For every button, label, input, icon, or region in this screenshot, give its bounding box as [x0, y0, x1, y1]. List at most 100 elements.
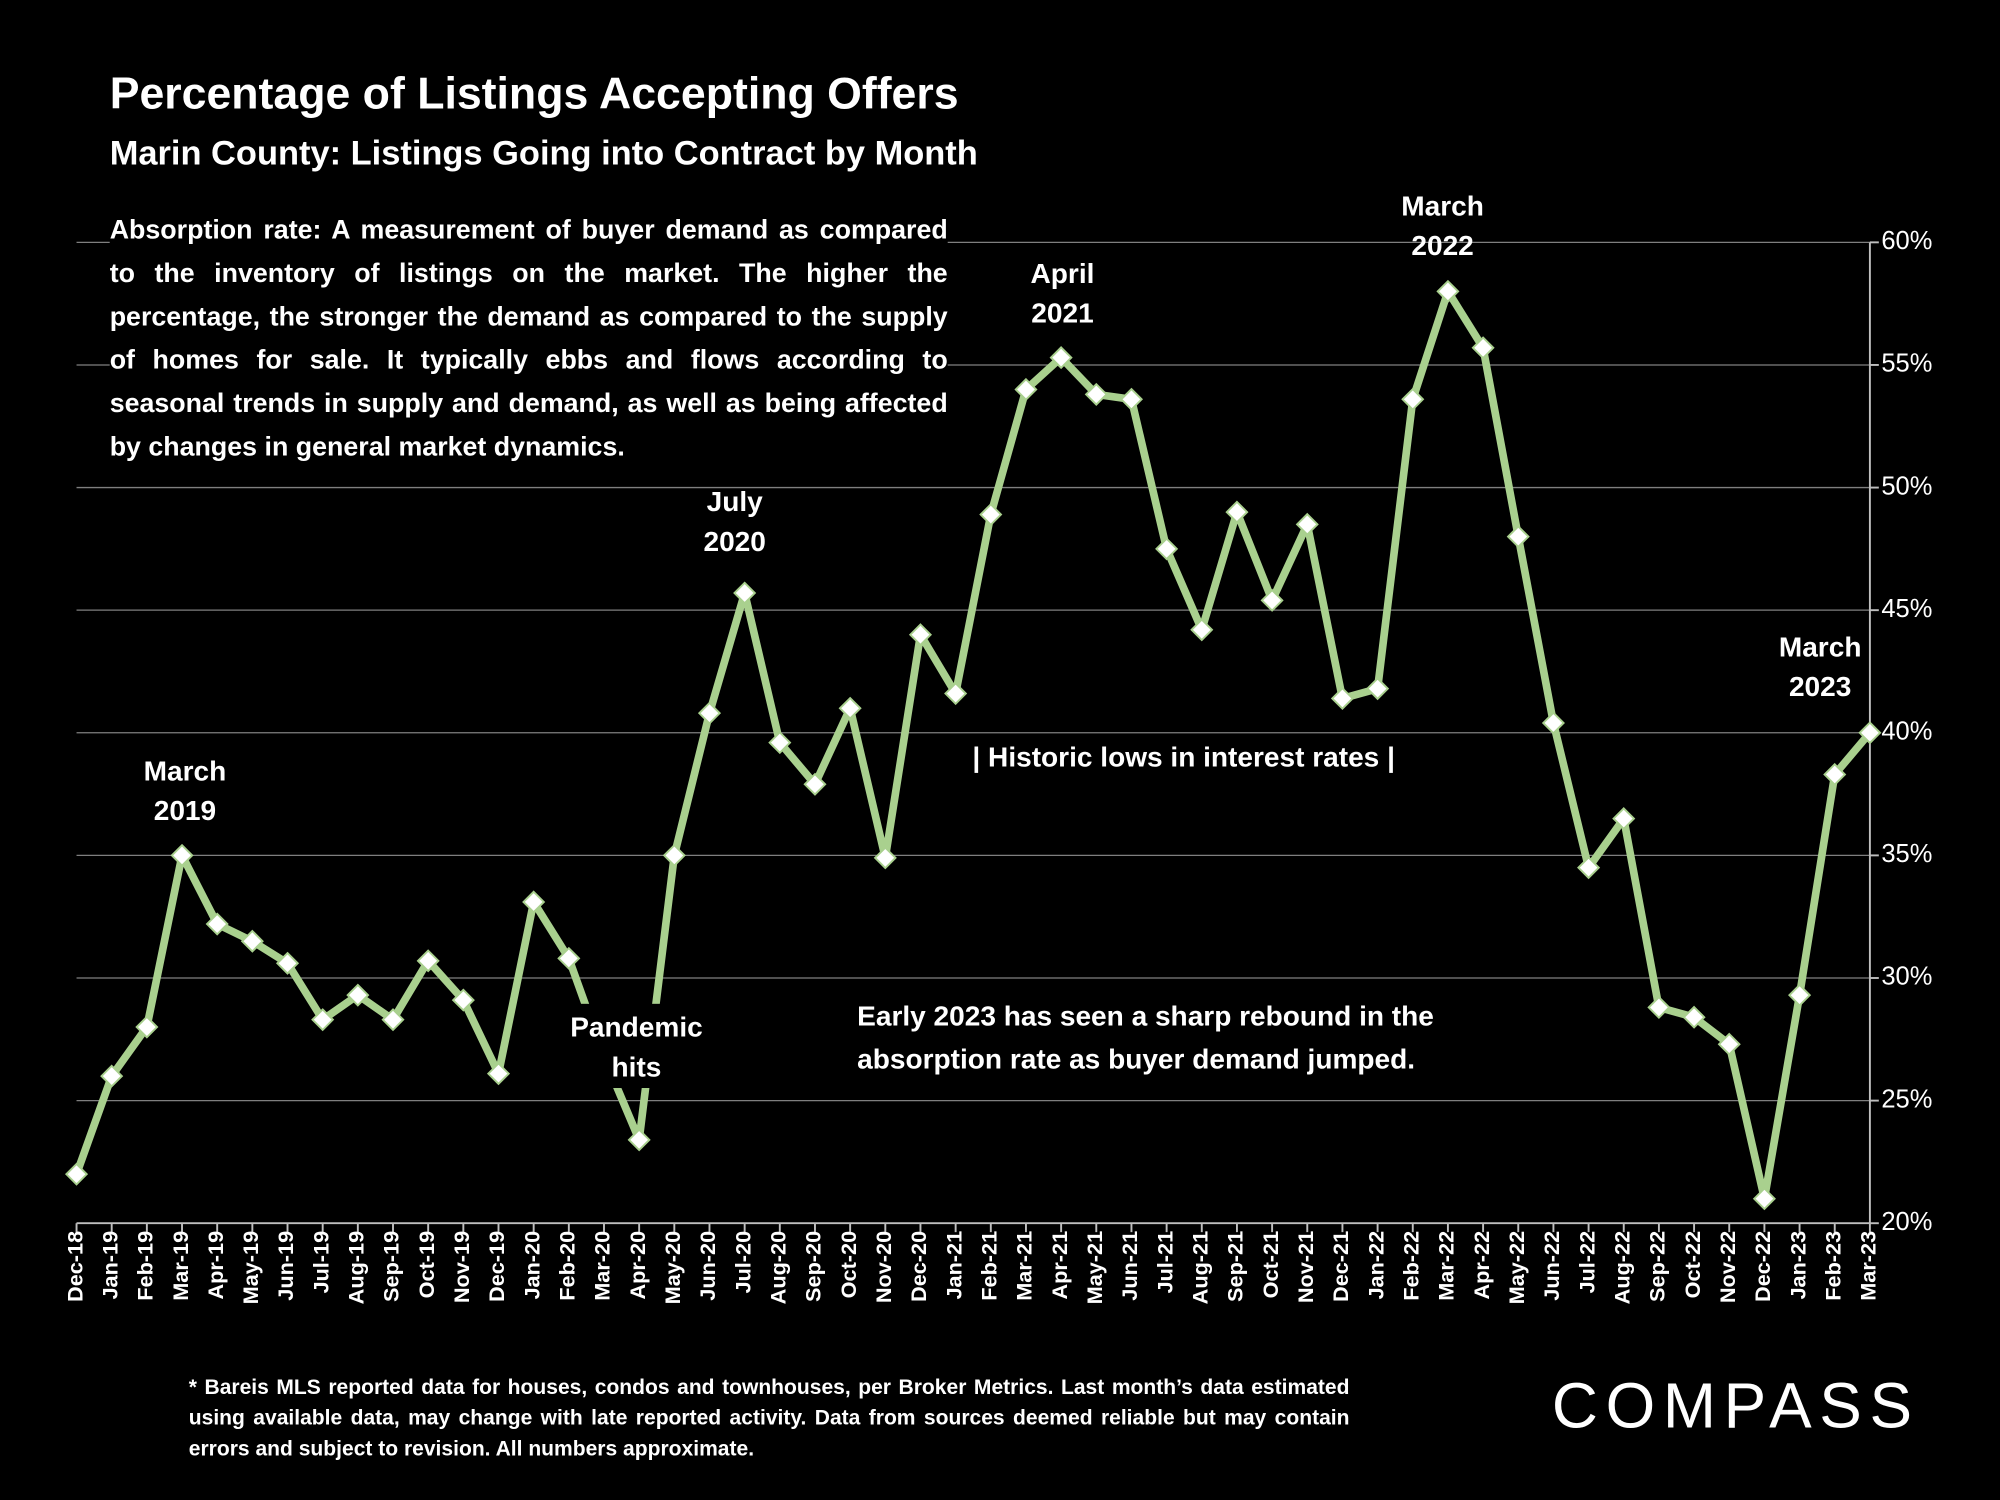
x-tick-label: Mar-21 — [1012, 1231, 1037, 1301]
data-point — [1084, 382, 1108, 406]
y-tick-label: 45% — [1881, 595, 1932, 623]
x-tick-label: Sep-21 — [1223, 1231, 1248, 1302]
data-point — [697, 701, 722, 725]
x-tick-label: Jul-21 — [1152, 1231, 1177, 1294]
data-point — [1858, 721, 1882, 745]
annotation: 2022 — [1411, 230, 1473, 261]
y-tick-label: 55% — [1881, 350, 1932, 378]
x-tick-label: May-19 — [238, 1231, 263, 1304]
x-tick-label: Aug-20 — [766, 1231, 791, 1304]
y-tick-label: 60% — [1881, 227, 1932, 255]
annotation: hits — [612, 1051, 662, 1082]
data-point — [135, 1015, 159, 1039]
x-tick-label: Nov-19 — [449, 1231, 474, 1303]
annotation: April — [1031, 258, 1095, 289]
note: absorption rate as buyer demand jumped. — [857, 1044, 1415, 1075]
x-tick-label: Nov-20 — [871, 1231, 896, 1303]
x-tick-label: Mar-23 — [1856, 1231, 1881, 1301]
y-tick-label: 35% — [1881, 840, 1932, 868]
annotation: March — [1401, 190, 1484, 221]
annotation: 2020 — [703, 526, 765, 557]
x-tick-label: Jan-23 — [1785, 1231, 1810, 1300]
x-tick-label: Jun-21 — [1117, 1231, 1142, 1301]
data-point — [1471, 336, 1495, 360]
data-point — [522, 890, 546, 914]
x-tick-label: Dec-19 — [484, 1231, 509, 1302]
data-point — [1682, 1005, 1706, 1029]
data-point — [240, 929, 264, 953]
x-tick-label: Jul-22 — [1574, 1231, 1599, 1294]
annotation: March — [144, 755, 227, 786]
data-point — [311, 1008, 335, 1032]
data-point — [1788, 983, 1812, 1007]
data-point — [1014, 377, 1038, 402]
x-tick-label: Jan-19 — [97, 1231, 122, 1300]
data-point — [908, 623, 933, 647]
x-tick-label: Dec-22 — [1750, 1231, 1775, 1302]
annotation: 2021 — [1031, 297, 1093, 328]
data-point — [873, 846, 897, 870]
data-point — [1155, 537, 1179, 561]
annotation: 2019 — [154, 795, 216, 826]
data-point — [170, 843, 194, 867]
x-tick-label: Jan-20 — [519, 1231, 544, 1300]
y-tick-label: 50% — [1881, 472, 1932, 500]
annotation-background — [559, 1003, 714, 1089]
data-point — [662, 843, 686, 867]
annotation: March — [1779, 632, 1862, 663]
x-tick-label: Oct-21 — [1258, 1231, 1283, 1298]
data-point — [1823, 762, 1847, 787]
footnote: * Bareis MLS reported data for houses, c… — [188, 1376, 1350, 1461]
annotation: Pandemic — [570, 1012, 702, 1043]
y-tick-label: 40% — [1881, 718, 1932, 746]
data-point — [1752, 1187, 1776, 1211]
x-tick-label: Nov-22 — [1715, 1231, 1740, 1303]
x-tick-label: Mar-22 — [1434, 1231, 1459, 1301]
data-point — [1260, 588, 1284, 612]
data-point — [1049, 346, 1073, 370]
note: Early 2023 has seen a sharp rebound in t… — [857, 1000, 1434, 1031]
x-tick-label: Mar-19 — [168, 1231, 193, 1301]
x-tick-label: Aug-19 — [344, 1231, 369, 1304]
data-point — [1225, 500, 1249, 524]
data-point — [838, 696, 862, 720]
data-point — [64, 1162, 89, 1186]
x-tick-label: Oct-19 — [414, 1231, 439, 1298]
data-point — [1436, 279, 1460, 303]
x-tick-label: Apr-21 — [1047, 1231, 1072, 1300]
x-tick-label: Oct-20 — [836, 1231, 861, 1298]
series-line — [72, 287, 1873, 1203]
chart-title: Percentage of Listings Accepting Offers — [110, 70, 959, 119]
data-point — [1119, 387, 1144, 411]
data-point — [416, 949, 440, 973]
x-tick-label: Jun-20 — [695, 1231, 720, 1301]
data-point — [1401, 387, 1425, 411]
y-tick-label: 30% — [1881, 963, 1932, 991]
x-tick-label: Feb-19 — [133, 1231, 158, 1301]
chart-subtitle: Marin County: Listings Going into Contra… — [110, 135, 978, 173]
note: | Historic lows in interest rates | — [972, 741, 1395, 772]
x-tick-label: Feb-20 — [555, 1231, 580, 1301]
x-tick-label: Jan-21 — [941, 1231, 966, 1300]
x-tick-label: Feb-22 — [1398, 1231, 1423, 1301]
x-tick-label: Jul-19 — [308, 1231, 333, 1294]
data-point — [733, 581, 757, 605]
data-point — [205, 912, 229, 936]
x-tick-label: Jul-20 — [730, 1231, 755, 1294]
data-point — [1577, 856, 1601, 880]
x-tick-label: Dec-21 — [1328, 1231, 1353, 1302]
description: Absorption rate: A measurement of buyer … — [109, 209, 948, 475]
data-point — [275, 951, 300, 975]
data-point — [979, 502, 1003, 527]
data-point — [1295, 512, 1319, 536]
data-point — [381, 1008, 405, 1032]
x-tick-label: Apr-19 — [203, 1231, 228, 1300]
x-tick-label: Oct-22 — [1680, 1231, 1705, 1298]
data-point — [1330, 686, 1354, 711]
x-tick-label: May-21 — [1082, 1231, 1107, 1304]
x-tick-label: Jun-19 — [273, 1231, 298, 1301]
x-tick-label: Aug-21 — [1188, 1231, 1213, 1304]
data-point — [346, 983, 370, 1007]
